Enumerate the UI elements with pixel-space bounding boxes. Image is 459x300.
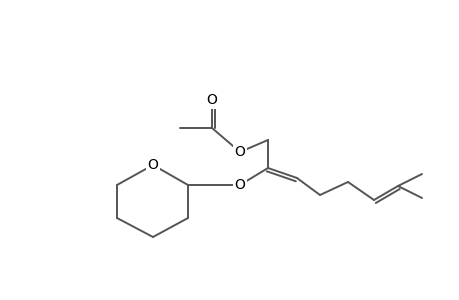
Text: O: O — [206, 93, 217, 107]
Text: O: O — [234, 145, 245, 159]
Text: O: O — [147, 158, 158, 172]
Text: O: O — [234, 178, 245, 192]
